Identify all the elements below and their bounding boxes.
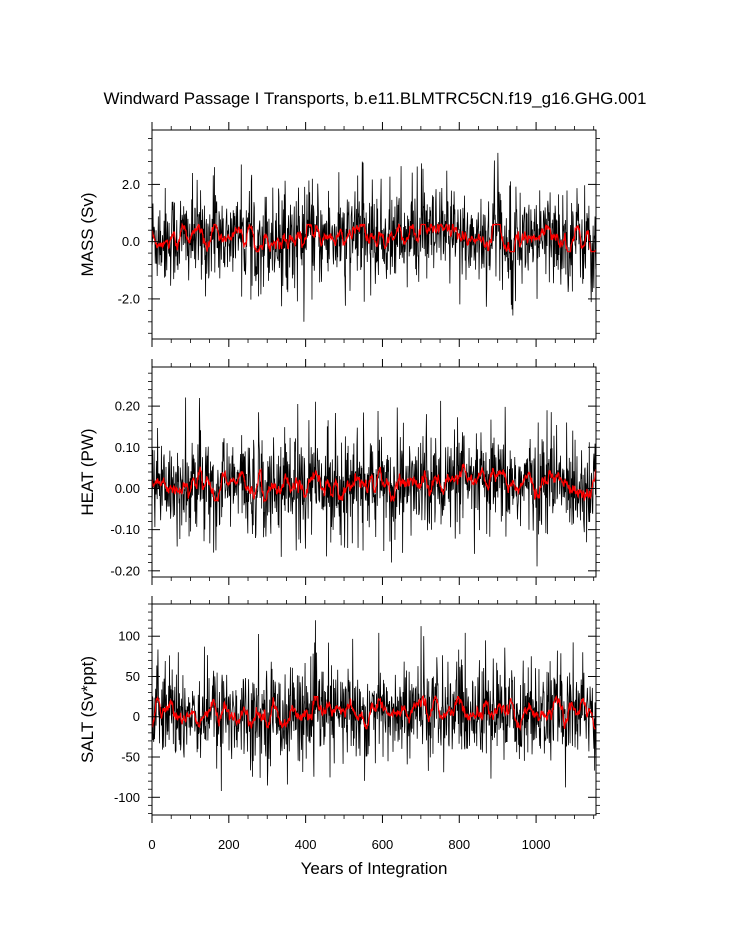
salt-y-axis-label: SALT (Sv*ppt)	[78, 656, 97, 763]
heat-y-tick-label: 0.10	[115, 440, 140, 455]
heat-raw-series-line	[152, 397, 596, 567]
x-tick-label: 800	[448, 837, 470, 852]
panel-heat: 0.20 0.10 0.00 -0.10 -0.20 HEAT (PW)	[78, 359, 600, 585]
heat-y-tick-label: -0.10	[110, 522, 140, 537]
x-axis: 0 200 400 600 800 1000	[148, 837, 550, 852]
salt-y-tick-label: 100	[118, 629, 140, 644]
salt-y-tick-label: 50	[126, 669, 140, 684]
x-tick-label: 200	[218, 837, 240, 852]
salt-smoothed-series-line	[152, 694, 596, 732]
x-tick-label: 400	[295, 837, 317, 852]
salt-y-tick-label: -100	[114, 790, 140, 805]
panel-salt: 100 50 0 -50 -100 SALT (Sv*ppt)	[78, 596, 600, 823]
heat-y-axis-label: HEAT (PW)	[78, 428, 97, 515]
mass-y-axis-label: MASS (Sv)	[78, 192, 97, 276]
x-tick-label: 0	[148, 837, 155, 852]
panel-mass: 2.0 0.0 -2.0 MASS (Sv)	[78, 122, 600, 347]
heat-smoothed-series-line	[152, 463, 596, 504]
heat-y-tick-label: 0.20	[115, 399, 140, 414]
mass-plot-frame	[151, 129, 597, 340]
chart-title: Windward Passage I Transports, b.e11.BLM…	[104, 89, 647, 108]
mass-y-tick-label: 0.0	[122, 234, 140, 249]
mass-y-tick-label: -2.0	[118, 291, 140, 306]
salt-plot-frame	[151, 603, 597, 816]
mass-smoothed-series-line	[152, 222, 596, 253]
salt-y-tick-label: 0	[133, 709, 140, 724]
salt-y-tick-label: -50	[121, 750, 140, 765]
heat-y-tick-label: -0.20	[110, 563, 140, 578]
mass-y-tick-label: 2.0	[122, 177, 140, 192]
x-tick-label: 1000	[522, 837, 551, 852]
panels-layer: 2.0 0.0 -2.0 MASS (Sv) 0.20 0.10 0.00 -0.10 -0.2…	[78, 122, 600, 823]
heat-y-tick-label: 0.00	[115, 481, 140, 496]
x-tick-label: 600	[372, 837, 394, 852]
x-axis-label: Years of Integration	[301, 859, 448, 878]
mass-raw-series-line	[152, 152, 596, 322]
